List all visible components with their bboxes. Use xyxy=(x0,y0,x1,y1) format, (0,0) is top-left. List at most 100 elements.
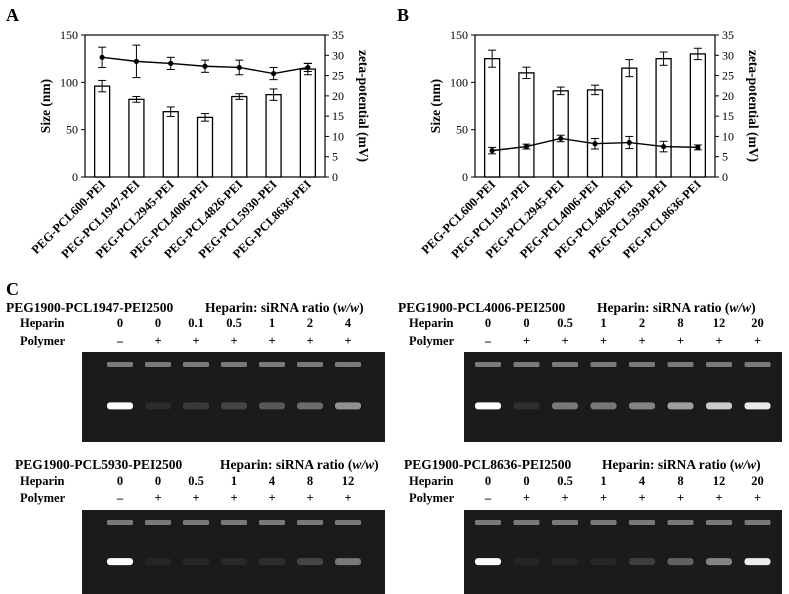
gel-ratio-prefix: Heparin: siRNA ratio ( xyxy=(602,457,735,472)
gel-band xyxy=(183,402,209,410)
zeta-point xyxy=(523,143,530,150)
gel-band xyxy=(297,402,323,410)
y-right-tick-label: 10 xyxy=(332,129,344,143)
bar xyxy=(265,93,282,178)
gel-band xyxy=(513,402,540,410)
y-right-tick-label: 10 xyxy=(722,129,734,143)
polymer-value: – xyxy=(484,491,492,505)
gel-well xyxy=(513,520,540,525)
zeta-point xyxy=(695,144,701,150)
y-right-tick-label: 5 xyxy=(332,150,338,164)
gel-well xyxy=(475,362,501,367)
y-right-tick-label: 25 xyxy=(332,69,344,83)
y-tick-label: 150 xyxy=(60,28,78,42)
bar xyxy=(621,67,638,178)
polymer-value: + xyxy=(344,491,351,505)
gel-band xyxy=(297,558,323,566)
heparin-value: 0.5 xyxy=(188,474,204,488)
polymer-row-label: Polymer xyxy=(409,491,455,505)
gel-band xyxy=(107,558,133,566)
gel-band xyxy=(552,558,578,566)
heparin-value: 0 xyxy=(155,474,161,488)
gel-ratio-suffix: ) xyxy=(374,457,379,472)
gel-ratio-prefix: Heparin: siRNA ratio ( xyxy=(205,300,338,315)
bar xyxy=(93,85,111,178)
gel-well xyxy=(145,520,171,525)
gel-well xyxy=(744,362,771,367)
heparin-value: 1 xyxy=(600,316,606,330)
heparin-value: 4 xyxy=(639,474,646,488)
y-right-tick-label: 35 xyxy=(722,28,734,42)
bar xyxy=(196,116,214,178)
gel-band xyxy=(744,402,771,410)
y-right-tick-label: 0 xyxy=(722,170,728,184)
y-axis-title: Size (nm) xyxy=(428,79,443,133)
gel-title: PEG1900-PCL5930-PEI2500 xyxy=(15,457,182,472)
gel-band xyxy=(475,558,501,566)
heparin-value: 0.5 xyxy=(557,316,573,330)
gel-well xyxy=(590,520,617,525)
polymer-value: + xyxy=(561,491,568,505)
polymer-value: + xyxy=(192,334,199,348)
polymer-value: + xyxy=(154,491,161,505)
gel-well xyxy=(475,520,501,525)
heparin-value: 0 xyxy=(523,316,529,330)
heparin-value: 2 xyxy=(307,316,313,330)
polymer-value: + xyxy=(600,491,607,505)
gel-band xyxy=(259,402,285,410)
y-tick-label: 0 xyxy=(72,170,78,184)
gel-band xyxy=(590,402,617,410)
polymer-row-label: Polymer xyxy=(409,334,455,348)
y-right-tick-label: 0 xyxy=(332,170,338,184)
gel-well xyxy=(706,520,732,525)
heparin-value: 0 xyxy=(117,316,123,330)
heparin-value: 8 xyxy=(677,316,683,330)
gel-well xyxy=(513,362,540,367)
heparin-value: 4 xyxy=(269,474,276,488)
gel-band xyxy=(706,402,732,410)
gel-well xyxy=(259,520,285,525)
gel-image xyxy=(464,510,782,594)
bar xyxy=(231,95,248,178)
bar xyxy=(162,111,179,178)
polymer-value: + xyxy=(638,491,645,505)
gel-band xyxy=(706,558,732,566)
gel-band xyxy=(145,558,171,566)
polymer-value: + xyxy=(344,334,351,348)
gel-ratio-suffix: ) xyxy=(756,457,761,472)
gel-well xyxy=(667,520,694,525)
gel-band xyxy=(667,402,694,410)
bar xyxy=(483,58,501,178)
polymer-value: + xyxy=(268,334,275,348)
polymer-value: + xyxy=(715,334,722,348)
gel-well xyxy=(590,362,617,367)
gel-band xyxy=(183,558,209,566)
heparin-value: 0 xyxy=(117,474,123,488)
y-tick-label: 100 xyxy=(60,75,78,89)
heparin-value: 0 xyxy=(523,474,529,488)
heparin-value: 8 xyxy=(307,474,313,488)
gel-band xyxy=(629,558,655,566)
gel-panel: PEG1900-PCL8636-PEI2500 Heparin: siRNA ra… xyxy=(404,457,782,594)
y-axis-title: Size (nm) xyxy=(38,79,53,133)
gel-band xyxy=(629,402,655,410)
gel-well xyxy=(221,520,247,525)
y-right-axis-title: zeta-potential (mV) xyxy=(356,50,371,162)
zeta-point xyxy=(660,143,667,150)
heparin-row-label: Heparin xyxy=(20,316,64,330)
gel-ratio-prefix: Heparin: siRNA ratio ( xyxy=(220,457,353,472)
panel-letter-b: B xyxy=(397,5,409,25)
gel-well xyxy=(629,362,655,367)
heparin-value: 12 xyxy=(342,474,355,488)
gel-well xyxy=(297,362,323,367)
gel-title: PEG1900-PCL8636-PEI2500 xyxy=(404,457,571,472)
gel-ratio-heading: Heparin: siRNA ratio (w/w) xyxy=(205,300,364,315)
heparin-value: 20 xyxy=(751,316,764,330)
gel-ratio-unit: w/w xyxy=(352,457,375,472)
y-right-tick-label: 30 xyxy=(722,48,734,62)
polymer-value: + xyxy=(677,491,684,505)
gel-band xyxy=(590,558,617,566)
gel-panel: PEG1900-PCL1947-PEI2500 Heparin: siRNA ra… xyxy=(6,300,385,442)
heparin-value: 0.5 xyxy=(226,316,242,330)
